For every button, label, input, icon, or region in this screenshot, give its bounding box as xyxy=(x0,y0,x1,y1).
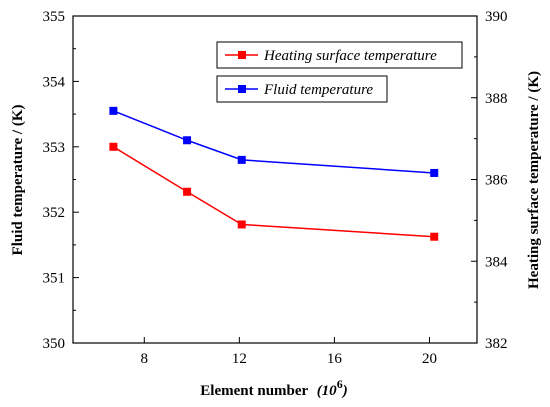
legend-label-fluid: Fluid temperature xyxy=(263,82,373,98)
series-line-1 xyxy=(113,110,435,174)
y-left-tick-label: 350 xyxy=(43,336,66,352)
x-tick-label: 20 xyxy=(422,351,437,367)
x-axis-title-close: ) xyxy=(341,383,348,399)
y-axis-right-title: Heating surface temperature / (K) xyxy=(526,71,542,289)
series-point-0 xyxy=(109,142,118,151)
legend-label-heating: Heating surface temperature xyxy=(263,48,437,64)
series-point-1 xyxy=(183,136,192,145)
x-tick-label: 12 xyxy=(232,351,247,367)
x-axis-title-exponent: 6 xyxy=(337,377,343,391)
series-point-1 xyxy=(109,106,118,115)
series-point-0 xyxy=(237,220,246,229)
x-tick-label: 16 xyxy=(327,351,343,367)
y-right-tick-label: 384 xyxy=(485,254,508,270)
y-right-tick-label: 386 xyxy=(485,173,508,189)
y-right-tick-label: 390 xyxy=(485,9,508,25)
y-left-tick-label: 354 xyxy=(43,74,66,90)
x-axis-title: Element number (106) xyxy=(200,377,347,399)
y-right-tick-label: 382 xyxy=(485,336,508,352)
axes-layer: 8 12 16 20 350 351 352 353 354 355 382 384 386 388 390 xyxy=(43,9,509,367)
y-left-tick-label: 352 xyxy=(43,205,66,221)
legend: Heating surface temperature Fluid temper… xyxy=(216,41,463,103)
series-point-0 xyxy=(430,232,439,241)
x-tick-label: 8 xyxy=(141,351,149,367)
x-axis-title-unit: (10 xyxy=(317,383,337,399)
y-right-tick-label: 388 xyxy=(485,91,508,107)
series-point-1 xyxy=(430,168,439,177)
y-left-tick-label: 355 xyxy=(43,9,66,25)
legend-marker-heating xyxy=(238,51,246,59)
legend-marker-fluid xyxy=(238,85,246,93)
x-axis-title-text: Element number xyxy=(200,383,308,399)
series-line-0 xyxy=(113,146,435,238)
y-left-tick-label: 351 xyxy=(43,271,66,287)
y-left-tick-label: 353 xyxy=(43,140,66,156)
series-layer xyxy=(109,106,439,241)
y-axis-left-title: Fluid temperature / (K) xyxy=(10,105,26,256)
series-point-0 xyxy=(183,187,192,196)
legend-box-fluid xyxy=(216,75,388,103)
series-point-1 xyxy=(237,155,246,164)
